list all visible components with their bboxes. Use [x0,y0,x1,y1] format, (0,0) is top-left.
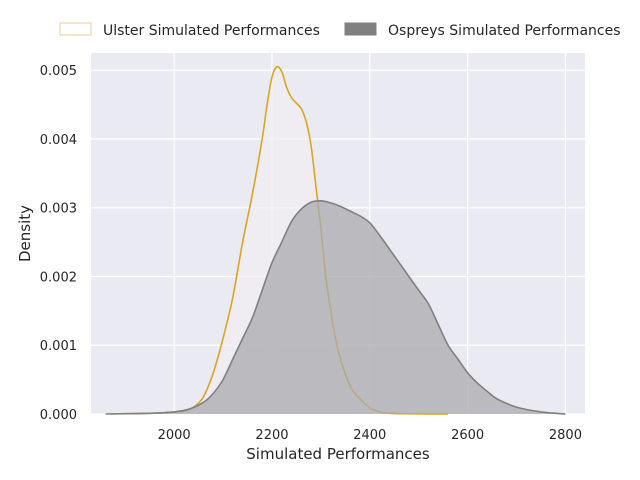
ospreys-legend-swatch [344,22,377,36]
y-tick-label: 0.000 [40,408,77,423]
y-tick-label: 0.004 [40,133,77,148]
y-tick-label: 0.005 [40,64,77,79]
y-axis-ticks: 0.000 0.001 0.002 0.003 0.004 0.005 [40,64,77,423]
ospreys-density-line [105,200,566,415]
y-tick-label: 0.002 [40,270,77,285]
x-axis-label: Simulated Performances [246,445,430,463]
x-tick-label: 2600 [451,428,484,443]
x-axis-ticks: 2000 2200 2400 2600 2800 [158,428,582,443]
legend: Ulster Simulated Performances Ospreys Sim… [59,22,621,39]
ospreys-density-fill [105,200,566,414]
ulster-legend-swatch [59,22,92,36]
x-tick-label: 2000 [158,428,191,443]
x-tick-label: 2800 [549,428,582,443]
x-tick-label: 2400 [353,428,386,443]
y-tick-label: 0.003 [40,202,77,217]
y-tick-label: 0.001 [40,339,77,354]
ulster-legend-label: Ulster Simulated Performances [103,23,320,39]
density-areas [105,65,566,415]
x-tick-label: 2200 [255,428,288,443]
y-axis-label: Density [16,205,34,262]
ospreys-legend-label: Ospreys Simulated Performances [388,23,621,39]
ulster-density-fill [110,66,449,415]
